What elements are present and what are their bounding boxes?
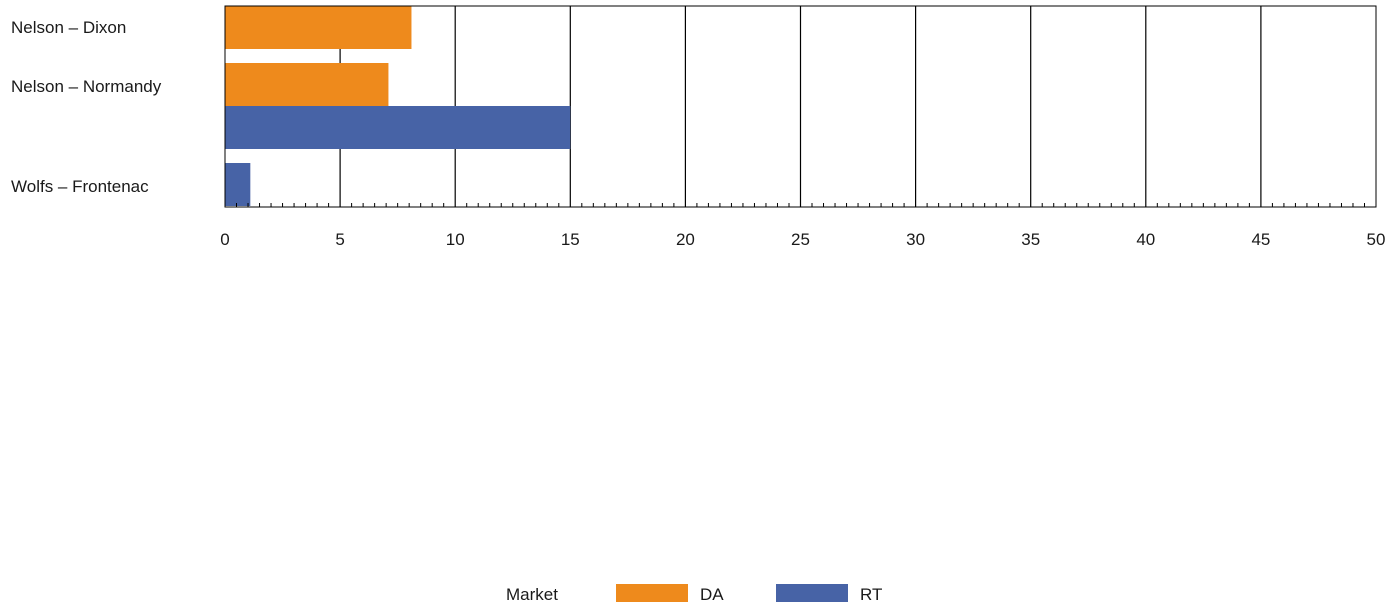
x-tick-label-0: 0 [220,230,229,249]
x-tick-label-10: 10 [446,230,465,249]
bars [225,6,571,206]
legend-title: Market [506,585,558,604]
legend-label-rt: RT [860,585,882,604]
legend-label-da: DA [700,585,724,604]
x-tick-label-20: 20 [676,230,695,249]
x-tick-label-5: 5 [335,230,344,249]
plot-frame [224,5,1377,208]
legend: Market DA RT [506,584,882,604]
x-tick-label-35: 35 [1021,230,1040,249]
bar-da-nelson-normandy [225,63,389,106]
category-label-wolfs-frontenac: Wolfs – Frontenac [11,177,149,196]
x-tick-label-25: 25 [791,230,810,249]
category-label-nelson-dixon: Nelson – Dixon [11,18,126,37]
bar-rt-wolfs-frontenac [225,163,251,206]
legend-swatch-rt [776,584,848,602]
grid-lines [339,6,1262,207]
x-tick-label-45: 45 [1251,230,1270,249]
minor-ticks [236,203,1365,207]
bar-da-nelson-dixon [225,6,412,49]
category-labels: Nelson – Dixon Nelson – Normandy Wolfs – F… [11,18,162,196]
x-axis-tick-labels: 0 5 10 15 20 25 30 35 40 45 50 [220,230,1385,249]
x-tick-label-30: 30 [906,230,925,249]
x-tick-label-15: 15 [561,230,580,249]
bar-rt-nelson-normandy [225,106,571,149]
x-tick-label-50: 50 [1367,230,1386,249]
legend-swatch-da [616,584,688,602]
x-tick-label-40: 40 [1136,230,1155,249]
category-label-nelson-normandy: Nelson – Normandy [11,77,162,96]
